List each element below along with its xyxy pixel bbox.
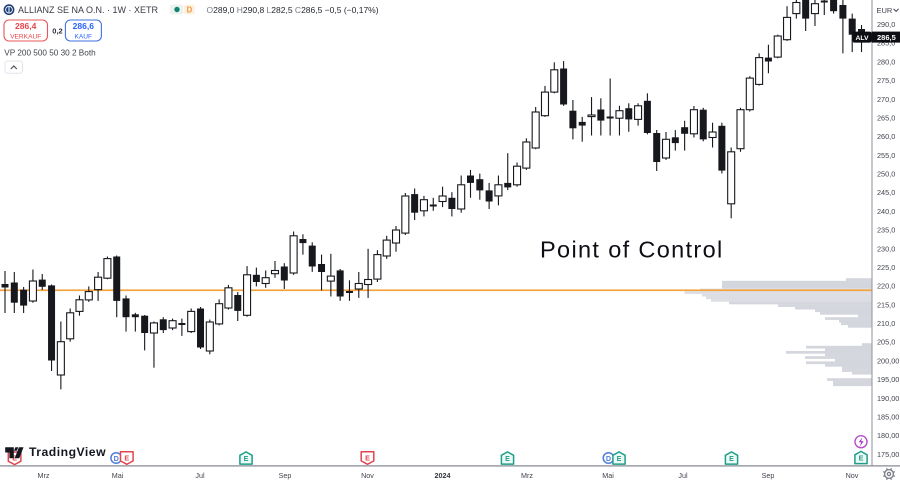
svg-text:E: E bbox=[124, 453, 129, 462]
svg-text:Nov: Nov bbox=[361, 471, 374, 480]
svg-text:205,0: 205,0 bbox=[877, 338, 895, 347]
svg-text:ALV: ALV bbox=[855, 35, 869, 42]
svg-text:200,00: 200,00 bbox=[877, 356, 899, 365]
svg-text:255,0: 255,0 bbox=[877, 151, 895, 160]
svg-text:280,0: 280,0 bbox=[877, 57, 895, 66]
svg-text:Point of Control: Point of Control bbox=[540, 236, 724, 262]
svg-text:235,0: 235,0 bbox=[877, 226, 895, 235]
svg-text:190,00: 190,00 bbox=[877, 394, 899, 403]
svg-text:Mai: Mai bbox=[602, 471, 614, 480]
svg-text:Jul: Jul bbox=[678, 471, 688, 480]
svg-text:VERKAUF: VERKAUF bbox=[10, 33, 41, 40]
svg-text:EUR: EUR bbox=[877, 6, 893, 15]
svg-text:E: E bbox=[859, 454, 864, 463]
svg-text:265,0: 265,0 bbox=[877, 114, 895, 123]
svg-text:220,0: 220,0 bbox=[877, 282, 895, 291]
svg-text:270,0: 270,0 bbox=[877, 95, 895, 104]
svg-text:Jul: Jul bbox=[195, 471, 205, 480]
svg-text:290,0: 290,0 bbox=[877, 20, 895, 29]
svg-text:195,00: 195,00 bbox=[877, 375, 899, 384]
svg-text:O289,0 H290,8 L282,5 C286,5 −0: O289,0 H290,8 L282,5 C286,5 −0,5 (−0,17%… bbox=[207, 5, 379, 15]
svg-text:225,0: 225,0 bbox=[877, 263, 895, 272]
svg-text:D: D bbox=[114, 454, 119, 463]
svg-text:KAUF: KAUF bbox=[75, 33, 93, 40]
svg-text:215,0: 215,0 bbox=[877, 300, 895, 309]
svg-text:VP 200 500 50 30 2 Both: VP 200 500 50 30 2 Both bbox=[4, 49, 96, 58]
svg-text:185,00: 185,00 bbox=[877, 413, 899, 422]
svg-text:D: D bbox=[187, 6, 193, 15]
svg-text:Mrz: Mrz bbox=[521, 471, 533, 480]
svg-text:286,6: 286,6 bbox=[73, 21, 95, 31]
svg-text:E: E bbox=[244, 454, 249, 463]
svg-text:230,0: 230,0 bbox=[877, 244, 895, 253]
svg-text:275,0: 275,0 bbox=[877, 76, 895, 85]
svg-text:Mrz: Mrz bbox=[38, 471, 50, 480]
svg-text:E: E bbox=[617, 454, 622, 463]
svg-text:180,00: 180,00 bbox=[877, 431, 899, 440]
svg-text:ALLIANZ SE NA O.N. · 1W · XETR: ALLIANZ SE NA O.N. · 1W · XETR bbox=[18, 5, 159, 15]
svg-text:175,00: 175,00 bbox=[877, 450, 899, 459]
svg-text:E: E bbox=[729, 454, 734, 463]
svg-text:Mai: Mai bbox=[112, 471, 124, 480]
svg-text:TradingView: TradingView bbox=[29, 445, 106, 459]
svg-text:260,0: 260,0 bbox=[877, 132, 895, 141]
svg-text:D: D bbox=[606, 454, 611, 463]
svg-text:286,5: 286,5 bbox=[877, 33, 896, 42]
svg-text:2024: 2024 bbox=[435, 471, 451, 480]
svg-text:Nov: Nov bbox=[846, 471, 859, 480]
svg-text:210,0: 210,0 bbox=[877, 319, 895, 328]
svg-text:240,0: 240,0 bbox=[877, 207, 895, 216]
svg-text:E: E bbox=[365, 453, 370, 462]
svg-text:Sep: Sep bbox=[762, 471, 775, 480]
svg-text:286,4: 286,4 bbox=[15, 21, 37, 31]
svg-text:Sep: Sep bbox=[279, 471, 292, 480]
svg-text:250,0: 250,0 bbox=[877, 170, 895, 179]
svg-text:E: E bbox=[505, 454, 510, 463]
svg-text:0,2: 0,2 bbox=[52, 27, 62, 36]
svg-text:245,0: 245,0 bbox=[877, 188, 895, 197]
